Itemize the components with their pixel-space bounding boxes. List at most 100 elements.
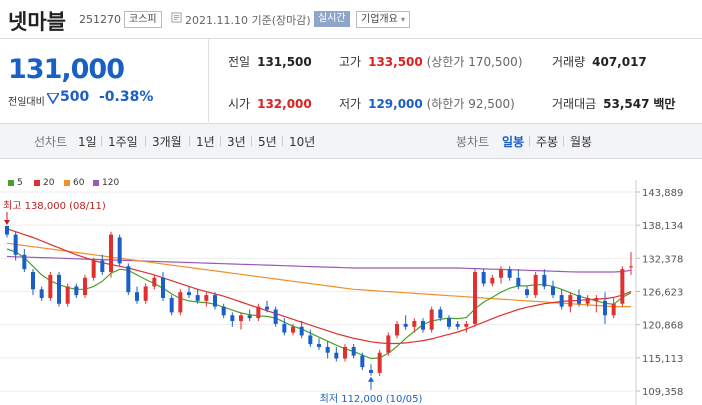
legend-label: 120 (102, 178, 120, 188)
tab-divider (101, 136, 102, 146)
down-triangle-icon (47, 93, 59, 104)
stat-value: 132,000 (257, 97, 312, 111)
candle (490, 277, 495, 284)
tab-monthly[interactable]: 월봉 (570, 135, 593, 149)
stat-amount: 거래대금 53,547 백만 (552, 95, 675, 112)
tab-divider (529, 136, 530, 146)
amount-unit: 백만 (653, 97, 676, 111)
candle (74, 286, 79, 296)
candle (351, 346, 356, 356)
y-axis: 143,889 138,134 132,378 126,623 120,868 115,1… (642, 188, 683, 398)
candle (187, 292, 191, 296)
tab-1day[interactable]: 1일 (78, 135, 97, 149)
stat-value: 129,000 (368, 97, 423, 111)
stat-value: 133,500 (368, 55, 423, 69)
candle (57, 274, 61, 304)
candle (48, 274, 53, 298)
candle (39, 289, 44, 298)
candle (464, 323, 469, 327)
stat-label: 전일 (228, 55, 251, 69)
price-stats: 전일 131,500 고가 133,500 (상한가 170,500) 거래량 407… (209, 39, 702, 122)
candle (325, 346, 330, 353)
lower-limit: (하한가 92,500) (426, 97, 515, 111)
candle (317, 344, 321, 347)
stat-prev-close: 전일 131,500 (228, 53, 312, 70)
tab-divider (251, 136, 252, 146)
candle (481, 272, 486, 284)
tab-1week[interactable]: 1주일 (108, 135, 138, 149)
candle (230, 315, 235, 322)
tab-candle-chart[interactable]: 봉차트 (456, 135, 490, 149)
candle (507, 269, 512, 278)
candle (629, 266, 633, 268)
candle (395, 323, 399, 336)
candle (585, 297, 590, 304)
candle (239, 315, 243, 322)
candle (473, 272, 477, 324)
candle (412, 321, 417, 327)
upper-limit: (상한가 170,500) (426, 55, 523, 69)
company-overview-button[interactable]: 기업개요 ▾ (356, 11, 411, 28)
stock-header: 넷마블 251270 코스피 2021.11.10 기준(장마감) 실시간 기업… (0, 0, 702, 39)
candle (143, 286, 148, 301)
tab-10year[interactable]: 10년 (289, 135, 316, 149)
stat-volume: 거래량 407,017 (552, 53, 647, 70)
candle (100, 260, 105, 273)
candle (299, 326, 304, 336)
candle (91, 260, 96, 278)
candle (213, 295, 217, 307)
stat-label: 거래량 (552, 55, 586, 69)
chevron-down-icon: ▾ (401, 15, 406, 24)
candle (369, 370, 373, 373)
current-price: 131,000 (8, 54, 125, 85)
date-label: 2021.11.10 기준(장마감) (185, 14, 311, 27)
tab-divider (220, 136, 221, 146)
stat-low: 저가 129,000 (하한가 92,500) (339, 95, 515, 112)
candle (152, 277, 157, 287)
candle (126, 266, 131, 293)
change-label: 전일대비 (8, 97, 45, 108)
candle (377, 352, 382, 373)
chart-grid (0, 180, 640, 405)
legend-swatch (64, 179, 70, 186)
candlestick-chart: 143,889 138,134 132,378 126,623 120,868 115,1… (0, 180, 683, 405)
stat-value: 53,547 (603, 97, 650, 111)
stock-name: 넷마블 (8, 10, 66, 34)
high-arrow-head (4, 219, 10, 225)
candle (169, 297, 174, 313)
candle (13, 234, 18, 255)
candle (499, 269, 503, 278)
legend-ma5: 5 (8, 178, 23, 188)
realtime-button[interactable]: 실시간 (314, 11, 350, 27)
candle (403, 323, 408, 327)
tab-3month[interactable]: 3개월 (152, 135, 182, 149)
stat-label: 시가 (228, 97, 251, 111)
candle (542, 274, 547, 287)
legend-ma120: 120 (93, 178, 119, 188)
candle (603, 300, 607, 316)
tab-daily[interactable]: 일봉 (502, 135, 525, 149)
candle (516, 277, 521, 287)
tab-1year[interactable]: 1년 (196, 135, 215, 149)
change-percent: -0.38% (99, 89, 154, 105)
candle (620, 269, 625, 304)
y-tick-label: 143,889 (642, 188, 683, 199)
legend-label: 5 (17, 178, 23, 188)
candle (577, 295, 581, 304)
tab-5year[interactable]: 5년 (258, 135, 277, 149)
stock-code: 251270 (79, 13, 121, 26)
price-panel: 131,000 전일대비 500 -0.38% (0, 39, 209, 122)
candle (22, 254, 27, 270)
tab-weekly[interactable]: 주봉 (536, 135, 559, 149)
candle (429, 309, 434, 330)
candle (291, 326, 295, 333)
candle (455, 323, 460, 327)
y-tick-label: 120,868 (642, 321, 683, 332)
tab-3year[interactable]: 3년 (227, 135, 246, 149)
tab-divider (189, 136, 190, 146)
tab-line-chart[interactable]: 선차트 (34, 135, 68, 149)
candle (559, 295, 564, 307)
candle (594, 297, 599, 301)
low-label: 최저 112,000 (10/05) (320, 393, 423, 405)
candle (343, 346, 347, 359)
